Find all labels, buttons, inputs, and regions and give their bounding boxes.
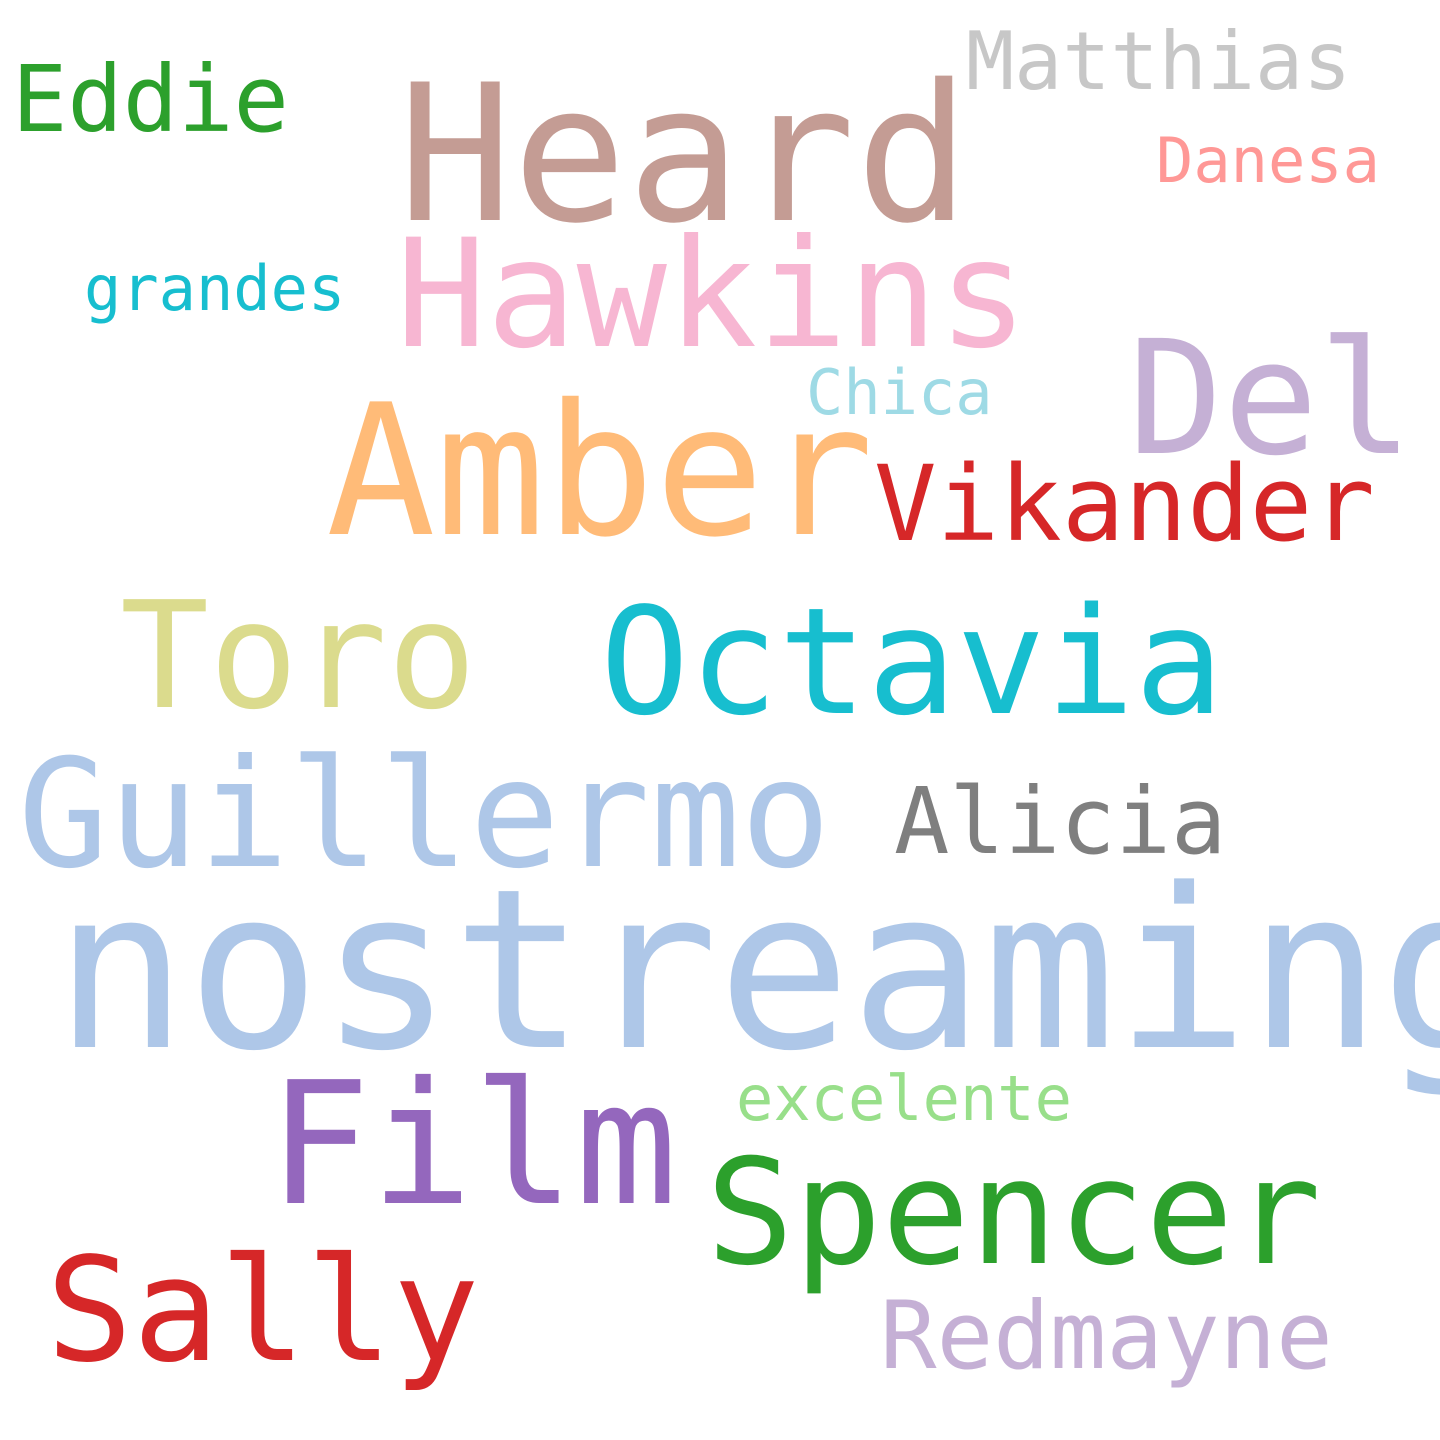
word-del: Del [1128, 307, 1414, 491]
word-guillermo: Guillermo [18, 728, 831, 902]
word-excelente: excelente [736, 1062, 1072, 1135]
word-octavia: Octavia [600, 576, 1224, 748]
word-matthias: Matthias [966, 15, 1352, 108]
word-amber: Amber [326, 365, 874, 577]
word-redmayne: Redmayne [880, 1282, 1333, 1391]
word-chica: Chica [806, 356, 993, 429]
word-danesa: Danesa [1156, 124, 1380, 197]
word-spencer: Spencer [706, 1128, 1322, 1298]
word-nostreaming: nostreaming [54, 842, 1440, 1100]
word-eddie: Eddie [12, 46, 289, 153]
word-alicia: Alicia [894, 768, 1227, 875]
word-grandes: grandes [84, 252, 346, 325]
word-vikander: Vikander [874, 443, 1375, 565]
word-heard: Heard [398, 44, 970, 265]
word-toro: Toro [120, 570, 477, 742]
word-hawkins: Hawkins [396, 208, 1029, 382]
word-film: Film [268, 1046, 678, 1244]
word-sally: Sally [46, 1226, 480, 1394]
